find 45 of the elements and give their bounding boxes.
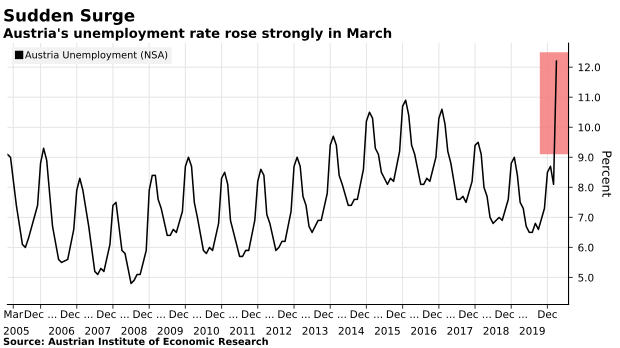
y-axis-title: Percent — [602, 152, 612, 198]
y-tick-label: 6.0 — [578, 244, 594, 252]
x2-tick-label: 2009 — [158, 326, 183, 335]
x-tick-label: Dec ... — [134, 310, 165, 318]
line-series — [7, 60, 558, 284]
x2-tick-label: 2008 — [122, 326, 147, 335]
x-tick-label: Dec ... — [24, 310, 56, 318]
x2-tick-label: 2013 — [302, 326, 328, 335]
x-tick-label: Dec ... — [97, 310, 128, 318]
y-tick-label: 11.0 — [578, 93, 600, 102]
x-tick-label: Dec ... — [170, 310, 201, 318]
x2-tick-label: 2019 — [520, 326, 545, 335]
x2-tick-label: 2016 — [411, 326, 436, 335]
x2-tick-label: 2012 — [266, 326, 292, 335]
x-tick-label: Mar — [4, 310, 24, 318]
y-tick-label: 7.0 — [578, 214, 594, 222]
x-tick-label: Dec ... — [278, 310, 310, 318]
chart-subtitle: Austria's unemployment rate rose strongly in March — [3, 28, 392, 41]
x2-tick-label: 2006 — [49, 326, 74, 335]
x-tick-label: Dec ... — [423, 310, 454, 318]
x2-tick-label: 2010 — [194, 326, 219, 335]
chart-title: Sudden Surge — [4, 8, 134, 25]
x-tick-label: Dec ... — [314, 310, 346, 318]
x-tick-label: Dec ... — [206, 310, 238, 318]
x-tick-label: Dec ... — [496, 310, 527, 318]
x2-tick-label: 2005 — [4, 326, 29, 335]
x-tick-label: Dec ... — [350, 310, 382, 318]
x2-tick-label: 2017 — [447, 326, 472, 335]
x2-tick-label: 2014 — [338, 326, 364, 335]
legend-label: Austria Unemployment (NSA) — [25, 50, 168, 60]
x2-tick-label: 2015 — [374, 326, 400, 335]
y-tick-label: 9.0 — [578, 154, 594, 162]
y-tick-label: 12.0 — [578, 63, 600, 72]
x-tick-label: Dec ... — [242, 310, 274, 318]
y-tick-label: 8.0 — [578, 184, 594, 192]
x-tick-label: Dec ... — [61, 310, 92, 318]
x2-tick-label: 2007 — [85, 326, 110, 335]
y-tick-label: 10.0 — [578, 123, 600, 132]
x-tick-label: Dec ... — [386, 310, 418, 318]
x2-tick-label: 2011 — [230, 326, 255, 335]
y-tick-label: 5.0 — [578, 274, 594, 282]
x2-tick-label: 2018 — [484, 326, 509, 335]
x-tick-label: Dec ... — [459, 310, 491, 318]
x-tick-label: Dec — [538, 310, 557, 318]
source-note: Source: Austrian Institute of Economic Research — [4, 338, 268, 346]
